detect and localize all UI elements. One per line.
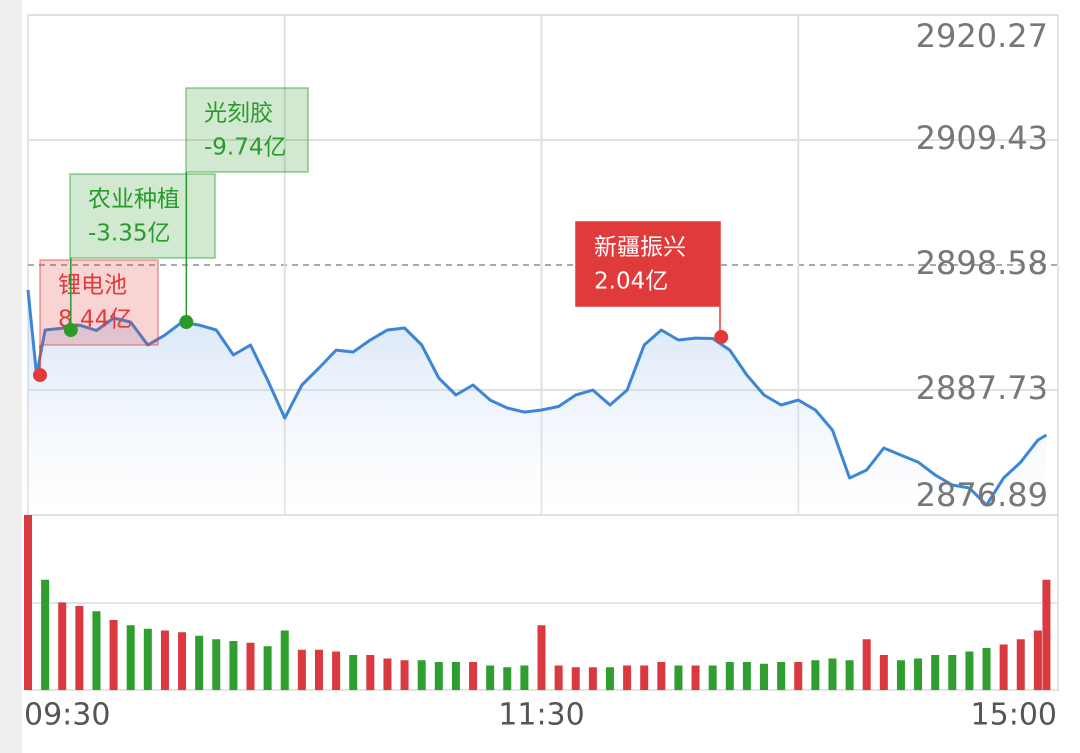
volume-bar — [623, 665, 632, 690]
volume-bar — [777, 662, 786, 690]
volume-bar — [879, 655, 888, 690]
volume-bar — [92, 611, 101, 690]
volume-bar — [212, 639, 221, 690]
volume-bar — [982, 648, 991, 690]
volume-bar — [794, 662, 803, 690]
x-tick-label: 09:30 — [24, 698, 110, 733]
volume-bar — [999, 644, 1008, 690]
volume-bar — [760, 663, 769, 690]
volume-bar — [1033, 630, 1042, 690]
volume-bar — [451, 662, 460, 690]
volume-bar — [520, 665, 529, 690]
volume-bar — [640, 665, 649, 690]
volume-bar — [229, 641, 238, 690]
annotation-box — [69, 173, 216, 259]
volume-bar — [948, 655, 957, 690]
volume-bar — [160, 630, 169, 690]
volume-bar — [674, 665, 683, 690]
y-tick-label: 2909.43 — [916, 119, 1048, 157]
volume-bar — [571, 667, 580, 690]
volume-bar — [691, 665, 700, 690]
volume-bar — [537, 625, 546, 690]
volume-bar — [605, 667, 614, 690]
annotation-label: 光刻胶 — [204, 101, 273, 127]
volume-bar — [58, 602, 67, 690]
volume-bar — [383, 658, 392, 690]
volume-bar — [742, 662, 751, 690]
annotation-dot — [32, 368, 47, 383]
annotation-dot — [63, 323, 78, 338]
annotation-label: 农业种植 — [88, 187, 180, 213]
x-tick-label: 15:00 — [971, 698, 1057, 733]
x-tick-label: 11:30 — [498, 698, 584, 733]
volume-bar — [246, 642, 255, 690]
volume-bar — [332, 651, 341, 690]
volume-bar — [24, 515, 32, 690]
volume-bar — [143, 628, 152, 690]
annotation-box — [39, 259, 159, 346]
volume-bar — [965, 651, 974, 690]
volume-bar — [178, 632, 187, 690]
volume-bar — [1016, 639, 1025, 690]
volume-bar — [828, 658, 837, 690]
y-tick-label: 2887.73 — [916, 369, 1048, 407]
volume-bar — [1042, 579, 1051, 690]
volume-bar — [417, 660, 426, 690]
volume-bar — [862, 639, 871, 690]
annotation-dot — [714, 330, 729, 345]
volume-bar — [503, 667, 512, 690]
volume-bar — [486, 665, 495, 690]
volume-bar — [263, 646, 272, 690]
y-tick-label: 2876.89 — [916, 476, 1048, 514]
annotation-label: 新疆振兴 — [594, 235, 686, 261]
volume-bar — [896, 660, 905, 690]
volume-bar — [811, 660, 820, 690]
volume-bar — [931, 655, 940, 690]
volume-bar — [126, 625, 135, 690]
volume-bar — [75, 606, 84, 690]
left-edge — [0, 0, 22, 753]
volume-bar — [725, 662, 734, 690]
volume-bar — [554, 665, 563, 690]
annotation-value: 2.04亿 — [594, 269, 668, 295]
volume-bar — [195, 635, 204, 690]
volume-bar — [366, 655, 375, 690]
annotation-box — [185, 87, 309, 173]
annotation-label: 锂电池 — [58, 273, 127, 299]
volume-bar — [280, 630, 289, 690]
annotation-dot — [179, 315, 194, 330]
volume-bar — [588, 667, 597, 690]
volume-bar — [469, 662, 478, 690]
volume-bar — [914, 658, 923, 690]
volume-bar — [41, 579, 50, 690]
y-tick-label: 2920.27 — [916, 17, 1048, 55]
volume-bar — [349, 655, 358, 690]
y-tick-label: 2898.58 — [916, 244, 1048, 282]
volume-bar — [845, 660, 854, 690]
area — [28, 290, 1047, 515]
volume-bar — [297, 649, 306, 690]
annotation-value: -3.35亿 — [88, 221, 171, 247]
volume-bar — [708, 665, 717, 690]
volume-bar — [434, 662, 443, 690]
volume-bar — [314, 649, 323, 690]
annotation-value: -9.74亿 — [204, 135, 287, 161]
annotation-box — [575, 221, 721, 307]
volume-bar — [400, 660, 409, 690]
volume-bar — [109, 620, 118, 690]
volume-bar — [657, 662, 666, 690]
